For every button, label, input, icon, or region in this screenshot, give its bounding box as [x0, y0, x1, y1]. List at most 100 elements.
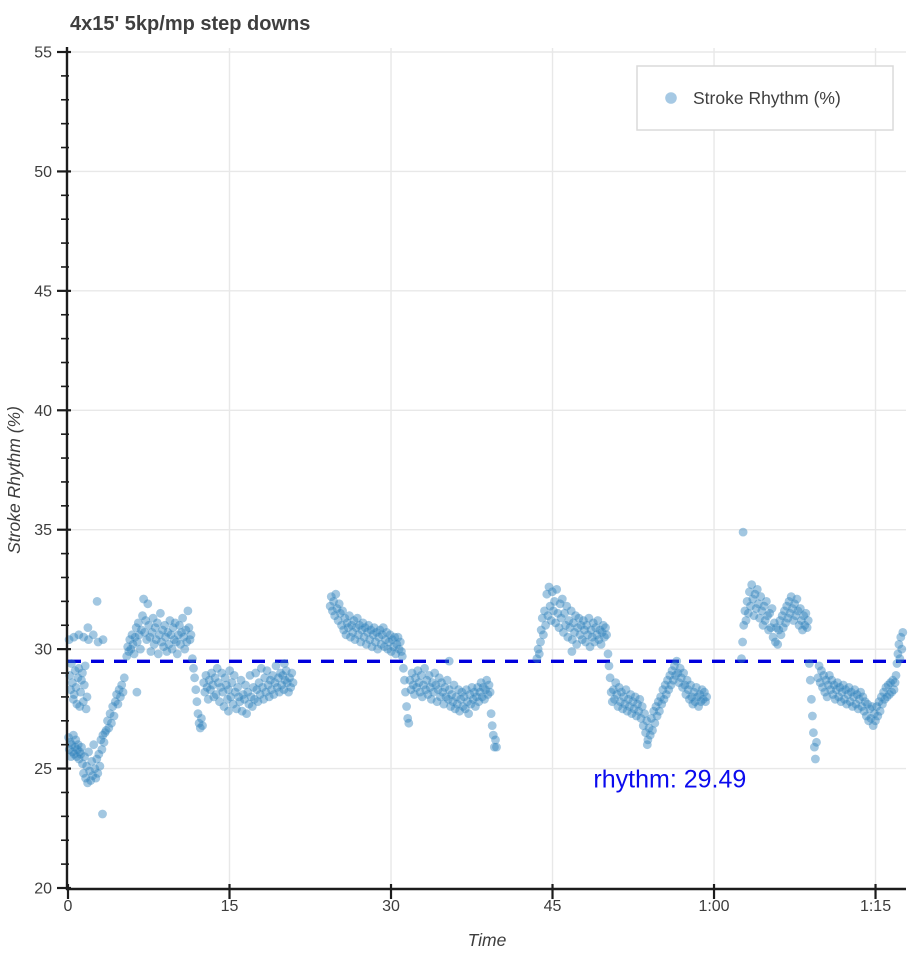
- data-point: [365, 635, 375, 644]
- data-point: [622, 706, 632, 716]
- data-point: [87, 757, 97, 766]
- data-point: [80, 752, 89, 761]
- data-point: [534, 649, 544, 659]
- data-point: [128, 640, 138, 649]
- data-point: [348, 628, 358, 637]
- y-tick-label: 45: [34, 283, 52, 300]
- data-point: [785, 608, 795, 618]
- data-point: [490, 742, 499, 752]
- data-point: [88, 630, 98, 640]
- data-point: [133, 618, 143, 628]
- data-point: [67, 659, 76, 668]
- data-point: [422, 675, 432, 685]
- data-point: [795, 604, 805, 613]
- data-point: [476, 678, 486, 687]
- data-point: [432, 697, 442, 707]
- data-point: [693, 692, 702, 702]
- data-point: [627, 709, 637, 718]
- data-point: [117, 680, 127, 690]
- data-point: [814, 661, 824, 671]
- data-point: [628, 697, 638, 707]
- data-point: [83, 623, 93, 632]
- data-point: [577, 635, 587, 644]
- data-point: [332, 604, 342, 613]
- data-point: [776, 630, 786, 640]
- data-point: [765, 608, 775, 618]
- data-point: [178, 613, 188, 623]
- data-point: [695, 690, 705, 699]
- data-point: [337, 620, 346, 630]
- data-point: [856, 687, 865, 697]
- data-point: [339, 625, 349, 635]
- data-point: [70, 666, 80, 675]
- data-point: [423, 690, 433, 699]
- data-point: [358, 618, 368, 628]
- data-point: [168, 623, 178, 632]
- data-point: [215, 697, 224, 707]
- data-point: [681, 690, 691, 699]
- data-point: [642, 740, 652, 750]
- data-point: [664, 685, 674, 695]
- data-point: [780, 606, 789, 616]
- data-point: [738, 527, 748, 537]
- data-point: [542, 589, 552, 599]
- data-point: [670, 661, 679, 671]
- y-tick-label: 40: [34, 403, 52, 420]
- data-point: [475, 687, 485, 697]
- data-point: [553, 608, 563, 618]
- data-point: [484, 680, 494, 690]
- data-point: [625, 702, 634, 711]
- data-point: [554, 623, 564, 632]
- data-point: [68, 678, 77, 687]
- data-point: [252, 685, 262, 695]
- data-point: [385, 630, 395, 640]
- data-point: [634, 706, 644, 716]
- data-point: [428, 678, 437, 687]
- data-point: [855, 694, 864, 704]
- data-point: [170, 618, 180, 628]
- data-point: [876, 692, 886, 702]
- data-point: [183, 606, 193, 616]
- data-point: [207, 668, 217, 678]
- data-point: [367, 642, 377, 652]
- data-point: [652, 711, 662, 721]
- data-point: [697, 685, 707, 695]
- data-point: [786, 592, 796, 601]
- data-point: [225, 666, 235, 675]
- data-point: [767, 604, 777, 613]
- data-point: [195, 723, 205, 733]
- data-point: [686, 680, 695, 690]
- data-point: [849, 692, 858, 702]
- data-point: [269, 690, 279, 699]
- data-point: [220, 673, 230, 683]
- data-point: [233, 683, 243, 692]
- data-point: [450, 704, 460, 714]
- data-point: [212, 663, 222, 673]
- data-point: [843, 690, 853, 699]
- data-point: [644, 723, 654, 733]
- data-point: [89, 740, 99, 750]
- data-point: [752, 585, 762, 594]
- data-point: [791, 611, 801, 621]
- data-point: [268, 671, 277, 680]
- data-point: [92, 597, 102, 606]
- data-point: [389, 642, 398, 652]
- data-point: [160, 620, 170, 630]
- data-point: [180, 644, 190, 654]
- data-point: [754, 599, 763, 609]
- y-tick-label: 20: [34, 881, 52, 898]
- data-point: [138, 611, 147, 621]
- data-point: [72, 699, 82, 709]
- data-point: [148, 613, 158, 623]
- data-point: [595, 625, 605, 635]
- data-point: [562, 601, 572, 611]
- data-point: [256, 663, 266, 673]
- data-point: [852, 690, 862, 699]
- data-point: [598, 620, 608, 630]
- data-point: [698, 694, 708, 704]
- data-point: [69, 730, 78, 740]
- data-point: [825, 671, 834, 680]
- data-point: [360, 623, 370, 632]
- data-point: [401, 687, 410, 697]
